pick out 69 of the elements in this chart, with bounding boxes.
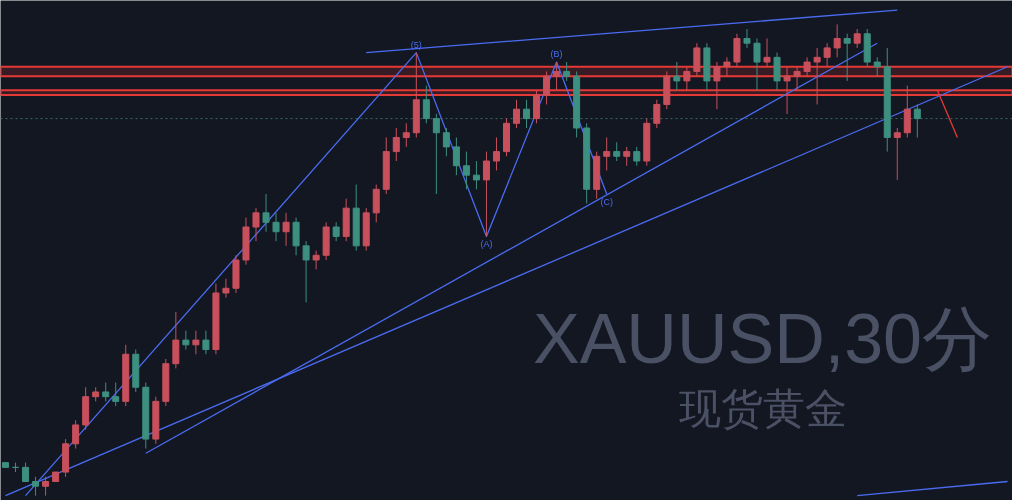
candlestick	[452, 136, 460, 176]
candlestick	[312, 250, 320, 270]
candlestick	[523, 99, 531, 129]
candlestick	[432, 113, 440, 195]
candlestick	[182, 330, 190, 351]
candlestick	[853, 28, 861, 49]
candlestick	[222, 278, 230, 299]
candlestick	[633, 146, 641, 167]
candlestick	[743, 28, 751, 49]
candlestick	[723, 56, 731, 77]
candlestick	[302, 240, 310, 303]
candlestick	[893, 127, 901, 181]
candlestick	[202, 330, 210, 355]
candlestick	[252, 207, 260, 242]
candlestick	[372, 184, 380, 223]
candlestick	[533, 89, 541, 124]
text: XAUUSD,30分	[532, 299, 993, 378]
candlestick	[492, 136, 500, 171]
candlestick	[823, 42, 831, 68]
candlestick	[292, 217, 300, 256]
candlestick	[613, 141, 621, 162]
candlestick	[272, 212, 280, 242]
text: 现货黄金	[678, 385, 847, 432]
annotation: (C)	[600, 197, 613, 208]
candlestick	[112, 382, 120, 407]
candlestick	[402, 122, 410, 148]
candlestick	[833, 23, 841, 58]
candlestick	[392, 127, 400, 162]
annotation: (5)	[410, 39, 422, 50]
candlestick	[262, 193, 270, 233]
annotation: (B)	[550, 49, 563, 60]
candlestick	[603, 136, 611, 171]
candlestick	[513, 99, 521, 129]
candlestick	[553, 61, 561, 91]
candlestick	[693, 42, 701, 77]
candlestick	[422, 85, 430, 124]
candlestick	[733, 33, 741, 68]
candlestick	[482, 151, 490, 237]
candlestick	[623, 146, 631, 167]
candlestick	[472, 160, 480, 190]
candlestick	[102, 382, 110, 402]
candlestick	[763, 37, 771, 68]
candlestick	[32, 476, 40, 497]
candlestick	[653, 99, 661, 129]
candlestick	[783, 66, 791, 115]
candlestick	[563, 61, 571, 82]
candlestick	[543, 70, 551, 105]
candlestick	[773, 52, 781, 91]
candlestick	[192, 330, 200, 355]
candlestick	[673, 61, 681, 91]
candlestick	[903, 85, 911, 138]
candlestick	[813, 47, 821, 105]
candlestick	[442, 127, 450, 157]
candlestick	[873, 56, 881, 77]
candlestick	[22, 462, 30, 483]
candlestick	[332, 221, 340, 242]
candlestick	[462, 151, 470, 190]
candlestick	[713, 61, 721, 110]
candlestick	[793, 66, 801, 91]
candlestick	[42, 476, 50, 497]
candlestick	[913, 103, 921, 138]
candlestick	[753, 37, 761, 91]
candlestick	[72, 419, 80, 450]
annotation: (A)	[480, 239, 493, 250]
candlestick	[843, 33, 851, 82]
candlestick	[803, 56, 811, 77]
candlestick	[282, 212, 290, 247]
candlestick	[172, 311, 180, 369]
candlestick	[683, 66, 691, 91]
